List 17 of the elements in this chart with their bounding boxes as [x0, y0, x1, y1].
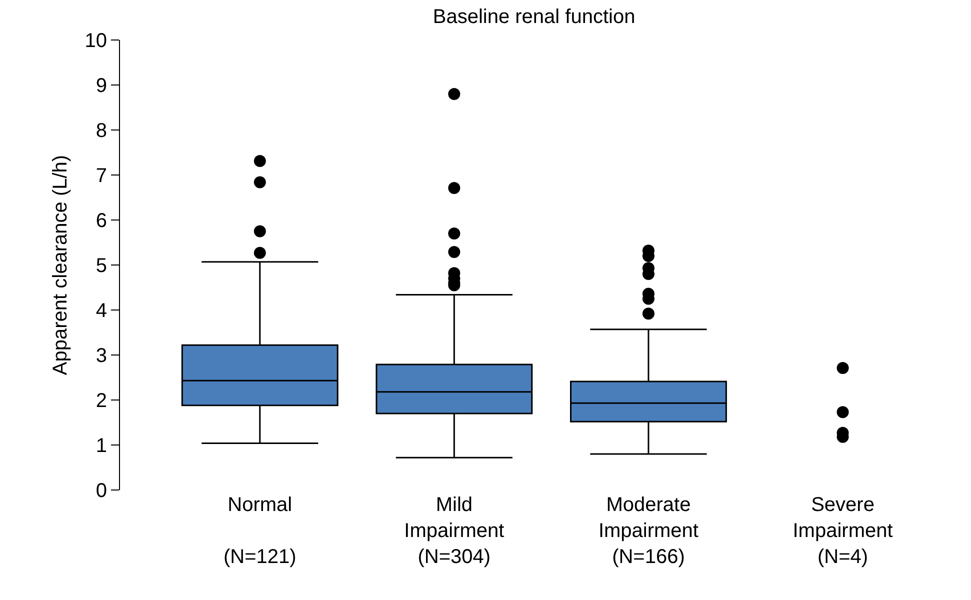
- y-tick-label: 7: [96, 165, 107, 187]
- y-tick-label: 3: [96, 345, 107, 367]
- y-tick-label: 2: [96, 390, 107, 412]
- y-tick-label: 6: [96, 210, 107, 232]
- category-label: Normal (N=121): [223, 494, 296, 568]
- y-axis-title: Apparent clearance (L/h): [49, 154, 72, 376]
- y-tick-label: 10: [84, 30, 107, 52]
- y-tick-label: 8: [96, 120, 107, 142]
- x-tick-label: Mild Impairment (N=304): [404, 494, 505, 568]
- x-tick-label: Moderate Impairment (N=166): [598, 494, 699, 568]
- y-tick-label: 1: [96, 435, 107, 457]
- y-tick-label: 9: [96, 75, 107, 97]
- y-tick-label: 4: [96, 300, 107, 322]
- chart-title: Baseline renal function: [432, 6, 636, 28]
- y-tick-label: 5: [96, 255, 107, 277]
- y-tick-label: 0: [96, 480, 107, 502]
- x-tick-label: Severe Impairment (N=4): [792, 494, 894, 568]
